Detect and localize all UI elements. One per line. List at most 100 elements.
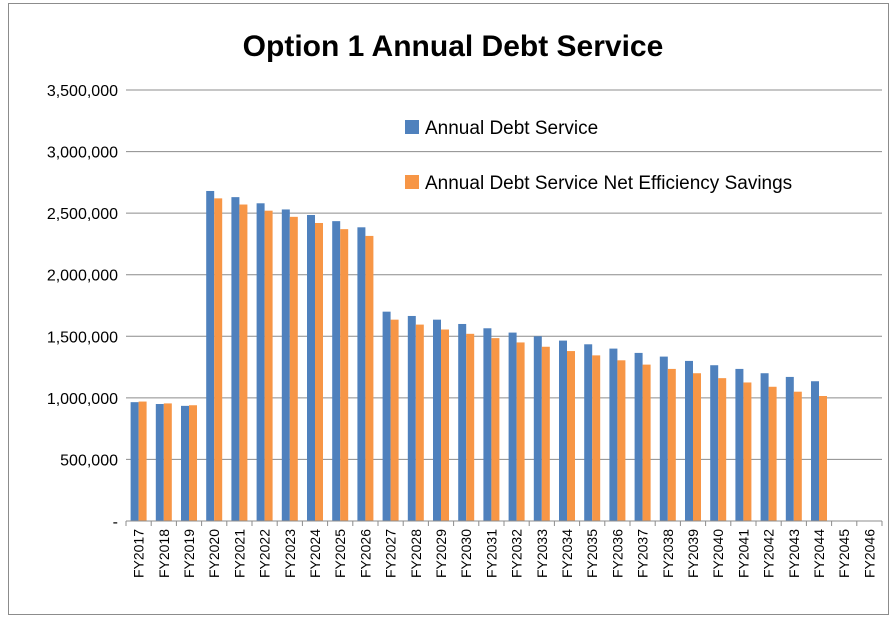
bar-net-savings-fy2018 xyxy=(163,403,172,521)
bar-net-savings-fy2043 xyxy=(793,391,802,521)
y-tick-label: 3,000,000 xyxy=(47,145,118,162)
chart-title: Option 1 Annual Debt Service xyxy=(243,30,664,63)
x-tick-label: FY2036 xyxy=(609,529,625,578)
bar-debt-service-fy2034 xyxy=(559,340,567,521)
x-tick-label: FY2018 xyxy=(156,529,172,578)
y-tick-label: 2,000,000 xyxy=(47,268,118,285)
x-tick-label: FY2023 xyxy=(282,529,298,578)
x-tick-label: FY2032 xyxy=(509,529,525,578)
bar-debt-service-fy2026 xyxy=(357,227,366,521)
bar-net-savings-fy2040 xyxy=(718,378,727,521)
bar-debt-service-fy2039 xyxy=(685,360,693,521)
y-axis-ticks: - 500,000 1,000,000 1,500,000 2,000,000 2,500… xyxy=(47,83,118,531)
bar-debt-service-fy2032 xyxy=(508,332,517,521)
x-tick-label: FY2034 xyxy=(559,529,575,578)
x-tick-label: FY2033 xyxy=(534,529,550,578)
bar-net-savings-fy2028 xyxy=(415,324,424,521)
bar-debt-service-fy2030 xyxy=(458,323,467,521)
y-tick-label: 3,500,000 xyxy=(47,83,118,100)
bar-debt-service-fy2028 xyxy=(407,315,416,521)
bar-debt-service-fy2023 xyxy=(281,209,290,521)
bar-net-savings-fy2037 xyxy=(642,364,651,521)
x-tick-label: FY2025 xyxy=(332,529,348,578)
x-tick-label: FY2045 xyxy=(836,529,852,578)
y-tick-label: - xyxy=(113,514,118,531)
x-tick-label: FY2027 xyxy=(383,529,399,578)
x-tick-label: FY2046 xyxy=(861,529,877,578)
bar-debt-service-fy2035 xyxy=(584,344,593,521)
bar-net-savings-fy2021 xyxy=(239,204,248,521)
x-tick-label: FY2019 xyxy=(181,529,197,578)
bar-net-savings-fy2039 xyxy=(693,373,701,521)
bar-net-savings-fy2032 xyxy=(516,342,525,521)
legend-label-annual-debt-service: Annual Debt Service xyxy=(425,118,598,139)
y-tick-label: 2,500,000 xyxy=(47,206,118,223)
x-tick-label: FY2030 xyxy=(458,529,474,578)
legend-label-net-efficiency-savings: Annual Debt Service Net Efficiency Savin… xyxy=(425,173,792,194)
x-tick-label: FY2031 xyxy=(483,529,499,578)
x-tick-label: FY2022 xyxy=(257,529,273,578)
x-tick-label: FY2043 xyxy=(786,529,802,578)
x-tick-label: FY2038 xyxy=(660,529,676,578)
gridlines xyxy=(126,89,882,460)
bar-net-savings-fy2042 xyxy=(768,386,777,521)
x-tick-label: FY2042 xyxy=(761,529,777,578)
bar-debt-service-fy2040 xyxy=(710,365,719,521)
x-tick-label: FY2020 xyxy=(206,529,222,578)
legend-swatch-net-efficiency-savings xyxy=(405,175,419,189)
x-axis-ticks: FY2017 FY2018 FY2019 FY2020 FY2021 FY2022 FY20… xyxy=(131,529,878,578)
y-tick-label: 1,500,000 xyxy=(47,329,118,346)
bar-net-savings-fy2041 xyxy=(743,382,752,521)
bar-debt-service-fy2027 xyxy=(382,311,391,521)
bar-debt-service-fy2037 xyxy=(634,352,643,521)
bar-net-savings-fy2023 xyxy=(289,216,298,521)
bar-net-savings-fy2033 xyxy=(541,346,550,521)
bar-net-savings-fy2022 xyxy=(264,210,273,521)
legend-swatch-annual-debt-service xyxy=(405,120,419,134)
x-tick-label: FY2029 xyxy=(433,529,449,578)
bar-debt-service-fy2043 xyxy=(785,376,794,521)
bar-debt-service-fy2029 xyxy=(433,319,441,521)
x-axis xyxy=(125,520,883,526)
bar-debt-service-fy2042 xyxy=(760,373,769,521)
x-tick-label: FY2039 xyxy=(685,529,701,578)
x-tick-label: FY2040 xyxy=(710,529,726,578)
y-tick-label: 1,000,000 xyxy=(47,391,118,408)
bar-debt-service-fy2020 xyxy=(206,190,215,521)
bar-net-savings-fy2031 xyxy=(491,338,500,521)
x-tick-label: FY2035 xyxy=(584,529,600,578)
x-tick-label: FY2026 xyxy=(357,529,373,578)
bar-net-savings-fy2029 xyxy=(441,329,449,521)
bar-debt-service-fy2025 xyxy=(332,221,341,521)
bar-debt-service-fy2031 xyxy=(483,328,492,521)
bars xyxy=(130,190,827,522)
bar-net-savings-fy2027 xyxy=(390,319,399,521)
x-tick-label: FY2044 xyxy=(811,529,827,578)
bar-debt-service-fy2036 xyxy=(609,348,618,521)
x-tick-label: FY2024 xyxy=(307,529,323,578)
bar-net-savings-fy2026 xyxy=(365,235,374,521)
y-tick-label: 500,000 xyxy=(60,452,118,469)
x-tick-label: FY2041 xyxy=(735,529,751,578)
bar-debt-service-fy2041 xyxy=(735,368,744,521)
bar-debt-service-fy2038 xyxy=(659,356,668,521)
bar-debt-service-fy2019 xyxy=(181,405,189,521)
bar-net-savings-fy2024 xyxy=(315,222,323,521)
x-tick-label: FY2017 xyxy=(131,529,147,578)
bar-net-savings-fy2030 xyxy=(466,333,475,521)
x-tick-label: FY2037 xyxy=(635,529,651,578)
bar-debt-service-fy2033 xyxy=(533,336,542,521)
bar-net-savings-fy2044 xyxy=(819,396,827,521)
bar-net-savings-fy2019 xyxy=(189,405,197,521)
bar-debt-service-fy2017 xyxy=(130,402,139,521)
bar-net-savings-fy2025 xyxy=(340,229,349,521)
bar-debt-service-fy2044 xyxy=(811,381,819,521)
bar-net-savings-fy2038 xyxy=(667,368,676,521)
bar-net-savings-fy2035 xyxy=(592,355,601,521)
x-tick-label: FY2028 xyxy=(408,529,424,578)
bar-debt-service-fy2021 xyxy=(231,197,240,522)
legend: Annual Debt Service Annual Debt Service … xyxy=(405,118,792,194)
bar-net-savings-fy2020 xyxy=(214,198,223,521)
bar-net-savings-fy2036 xyxy=(617,360,626,521)
